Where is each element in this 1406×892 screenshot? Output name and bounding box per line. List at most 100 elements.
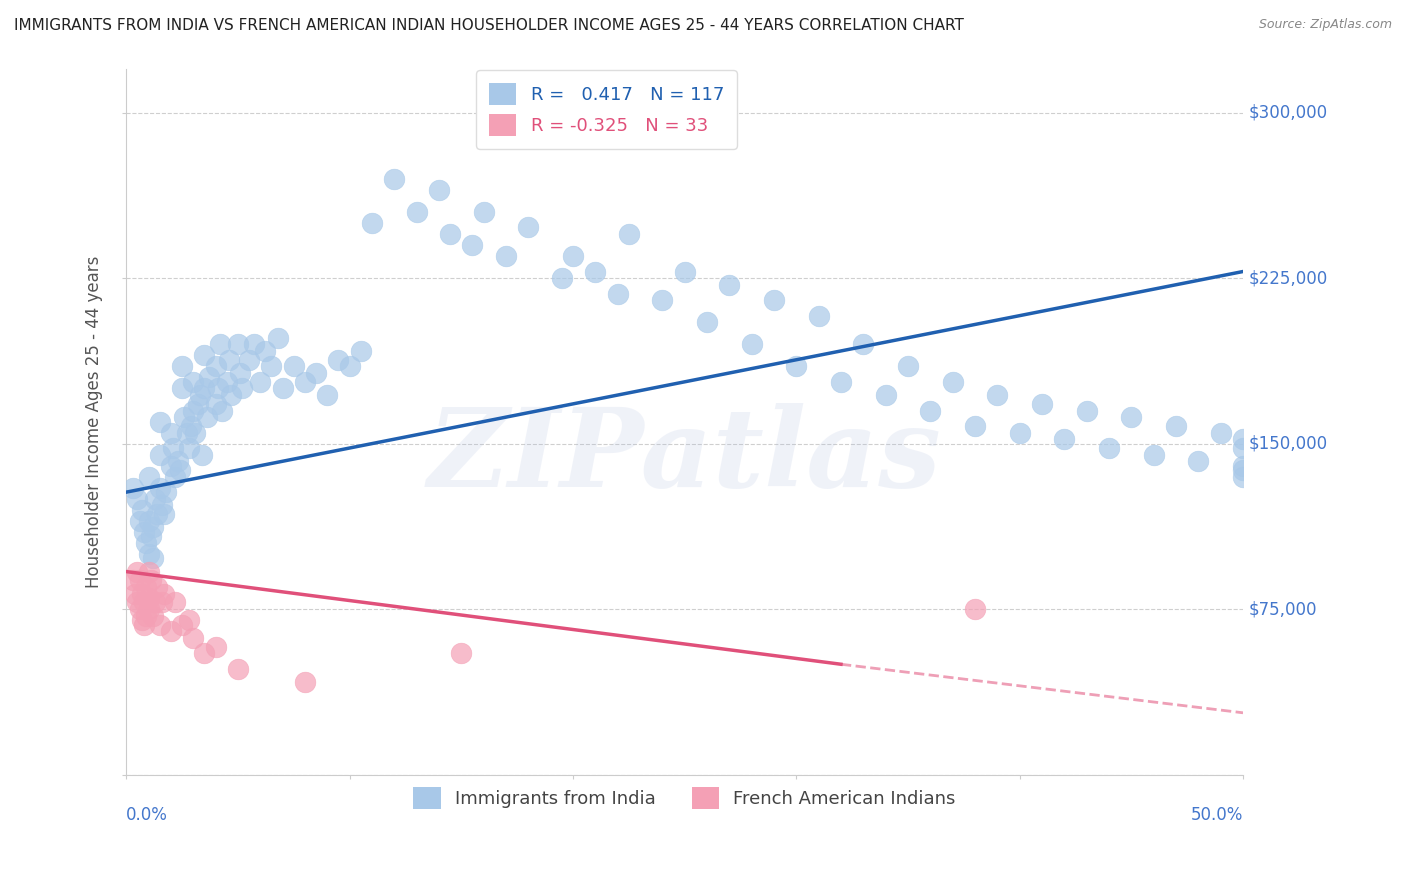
- Point: [963, 419, 986, 434]
- Text: IMMIGRANTS FROM INDIA VS FRENCH AMERICAN INDIAN HOUSEHOLDER INCOME AGES 25 - 44 : IMMIGRANTS FROM INDIA VS FRENCH AMERICAN…: [14, 18, 965, 33]
- Point: [204, 640, 226, 654]
- Point: [160, 624, 183, 639]
- Point: [153, 507, 176, 521]
- Text: ZIPatlas: ZIPatlas: [427, 403, 942, 510]
- Point: [162, 441, 184, 455]
- Point: [551, 271, 574, 285]
- Point: [963, 602, 986, 616]
- Point: [267, 331, 290, 345]
- Point: [350, 343, 373, 358]
- Point: [561, 249, 583, 263]
- Point: [718, 277, 741, 292]
- Point: [170, 617, 193, 632]
- Point: [184, 425, 207, 440]
- Point: [439, 227, 461, 241]
- Point: [153, 587, 176, 601]
- Point: [135, 536, 157, 550]
- Point: [382, 171, 405, 186]
- Point: [606, 286, 628, 301]
- Point: [122, 574, 145, 588]
- Point: [204, 397, 226, 411]
- Point: [1232, 432, 1254, 446]
- Point: [1187, 454, 1209, 468]
- Point: [149, 448, 172, 462]
- Point: [339, 359, 361, 374]
- Point: [195, 410, 218, 425]
- Point: [132, 617, 155, 632]
- Point: [207, 381, 229, 395]
- Point: [127, 565, 149, 579]
- Point: [361, 216, 384, 230]
- Point: [165, 595, 187, 609]
- Point: [122, 481, 145, 495]
- Point: [177, 441, 200, 455]
- Point: [170, 381, 193, 395]
- Point: [166, 454, 188, 468]
- Point: [208, 337, 231, 351]
- Point: [193, 646, 215, 660]
- Point: [1232, 441, 1254, 455]
- Point: [160, 458, 183, 473]
- Point: [127, 595, 149, 609]
- Point: [142, 551, 165, 566]
- Point: [807, 309, 830, 323]
- Point: [204, 359, 226, 374]
- Point: [1209, 425, 1232, 440]
- Point: [461, 238, 484, 252]
- Point: [132, 595, 155, 609]
- Point: [1031, 397, 1053, 411]
- Point: [173, 410, 195, 425]
- Point: [617, 227, 640, 241]
- Point: [128, 514, 150, 528]
- Point: [143, 491, 166, 506]
- Text: Source: ZipAtlas.com: Source: ZipAtlas.com: [1258, 18, 1392, 31]
- Point: [191, 448, 214, 462]
- Point: [517, 220, 540, 235]
- Point: [271, 381, 294, 395]
- Point: [1164, 419, 1187, 434]
- Point: [495, 249, 517, 263]
- Point: [132, 524, 155, 539]
- Text: $300,000: $300,000: [1249, 103, 1327, 121]
- Point: [181, 631, 204, 645]
- Point: [942, 375, 965, 389]
- Point: [128, 602, 150, 616]
- Point: [160, 425, 183, 440]
- Point: [1076, 403, 1098, 417]
- Point: [131, 587, 153, 601]
- Point: [583, 264, 606, 278]
- Point: [139, 574, 162, 588]
- Point: [1143, 448, 1166, 462]
- Point: [238, 352, 260, 367]
- Point: [305, 366, 328, 380]
- Point: [142, 608, 165, 623]
- Point: [253, 343, 276, 358]
- Point: [986, 388, 1008, 402]
- Text: $75,000: $75,000: [1249, 600, 1317, 618]
- Point: [181, 375, 204, 389]
- Point: [170, 359, 193, 374]
- Text: $225,000: $225,000: [1249, 269, 1327, 287]
- Point: [146, 507, 169, 521]
- Point: [211, 403, 233, 417]
- Point: [231, 381, 253, 395]
- Point: [198, 370, 221, 384]
- Point: [219, 388, 242, 402]
- Point: [294, 674, 316, 689]
- Point: [215, 375, 238, 389]
- Point: [177, 613, 200, 627]
- Point: [124, 587, 146, 601]
- Point: [405, 205, 427, 219]
- Point: [852, 337, 875, 351]
- Point: [242, 337, 264, 351]
- Point: [138, 602, 160, 616]
- Point: [673, 264, 696, 278]
- Text: $150,000: $150,000: [1249, 434, 1327, 452]
- Point: [249, 375, 271, 389]
- Point: [127, 491, 149, 506]
- Legend: Immigrants from India, French American Indians: Immigrants from India, French American I…: [405, 779, 965, 819]
- Y-axis label: Householder Income Ages 25 - 44 years: Householder Income Ages 25 - 44 years: [86, 255, 103, 588]
- Text: 0.0%: 0.0%: [127, 806, 169, 824]
- Point: [294, 375, 316, 389]
- Point: [696, 315, 718, 329]
